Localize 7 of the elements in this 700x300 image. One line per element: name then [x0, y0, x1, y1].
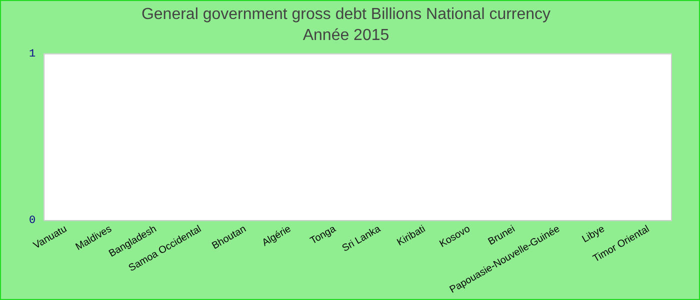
- chart-title: General government gross debt Billions National currency: [141, 6, 551, 24]
- x-tick-label: Libye: [580, 224, 608, 246]
- chart-subtitle: Année 2015: [302, 27, 390, 44]
- y-tick-label: 1: [28, 48, 36, 60]
- x-tick-label: Sri Lanka: [340, 224, 383, 254]
- y-tick-label: 0: [28, 214, 36, 227]
- x-tick-label: Tonga: [308, 224, 338, 247]
